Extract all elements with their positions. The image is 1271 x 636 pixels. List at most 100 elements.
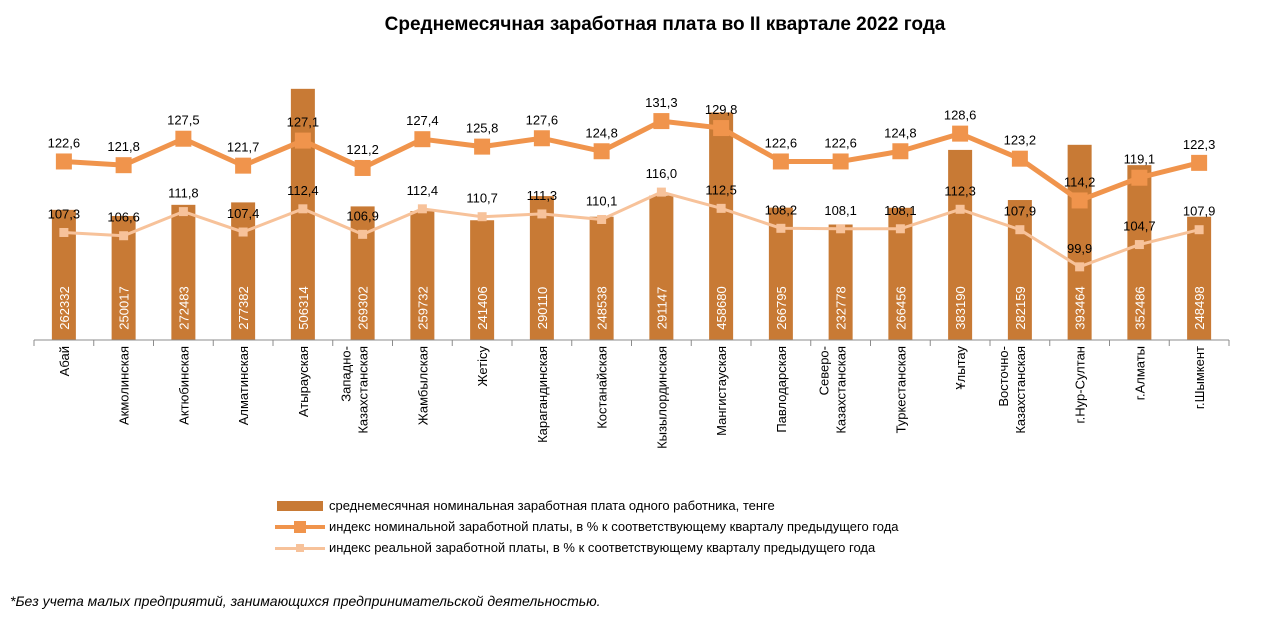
bar-mark: [231, 202, 256, 340]
real-index-point: [59, 227, 69, 237]
nominal-index-point: [593, 143, 610, 160]
bar-mark: [1067, 144, 1092, 340]
nominal-index-point: [1071, 192, 1088, 209]
real-index-label: 111,8: [168, 186, 199, 201]
bar-value-label: 282159: [1013, 286, 1028, 329]
category-label: Мангистауская: [714, 346, 729, 436]
nominal-index-point: [653, 113, 670, 130]
legend-item-bar: среднемесячная номинальная заработная пл…: [275, 495, 899, 516]
real-index-point: [1194, 225, 1204, 235]
bar-value-label: 458680: [714, 286, 729, 329]
real-index-label: 107,3: [48, 206, 81, 221]
category-label: Восточно-: [996, 346, 1011, 407]
nominal-index-point: [294, 132, 311, 149]
real-index-label: 106,9: [346, 208, 379, 223]
nominal-index-point: [892, 143, 909, 160]
legend-real-swatch: [275, 541, 325, 555]
real-index-point: [238, 227, 248, 237]
nominal-index-label: 122,3: [1183, 137, 1216, 152]
category-label: Западно-: [339, 346, 354, 402]
real-index-point: [358, 229, 368, 239]
real-index-label: 99,9: [1067, 241, 1092, 256]
nominal-index-point: [175, 130, 192, 147]
real-index-label: 108,2: [765, 202, 798, 217]
category-label: г.Шымкент: [1192, 346, 1207, 409]
nominal-index-label: 119,1: [1124, 152, 1156, 167]
real-index-point: [716, 203, 726, 213]
nominal-index-point: [235, 157, 252, 174]
real-index-point: [597, 214, 607, 224]
bar-mark: [350, 206, 375, 340]
real-index-point: [955, 204, 965, 214]
bar-mark: [828, 224, 853, 340]
nominal-index-point: [354, 159, 371, 176]
bar-value-label: 383190: [953, 286, 968, 329]
category-label: Туркестанская: [893, 346, 908, 433]
category-label: г.Алматы: [1132, 346, 1147, 400]
real-index-point: [537, 209, 547, 219]
nominal-index-point: [832, 153, 849, 170]
bar-value-label: 506314: [296, 286, 311, 329]
real-index-label: 107,9: [1004, 204, 1037, 219]
category-label: Казахстанская: [834, 346, 849, 434]
bar-value-label: 352486: [1132, 286, 1147, 329]
real-index-label: 104,7: [1123, 219, 1156, 234]
nominal-index-point: [1011, 150, 1028, 167]
bar-value-label: 262332: [57, 286, 72, 329]
real-index-label: 112,5: [705, 182, 737, 197]
footnote: *Без учета малых предприятий, занимающих…: [10, 593, 601, 609]
category-label: Казахстанская: [1013, 346, 1028, 434]
category-label: Атырауская: [296, 346, 311, 417]
bar-value-label: 269302: [356, 286, 371, 329]
bar-mark: [1007, 200, 1032, 340]
bar-mark: [1187, 216, 1212, 340]
bar-value-label: 248538: [595, 286, 610, 329]
bar-mark: [649, 195, 674, 340]
bar-value-label: 248498: [1192, 286, 1207, 329]
nominal-index-label: 127,4: [406, 113, 439, 128]
nominal-index-label: 127,6: [526, 112, 559, 127]
real-index-label: 110,7: [466, 191, 498, 206]
category-label: Алматинская: [236, 346, 251, 425]
real-index-label: 112,4: [287, 183, 319, 198]
real-index-label: 111,3: [527, 188, 558, 203]
bar-mark: [410, 211, 435, 340]
real-index-label: 108,1: [824, 203, 857, 218]
bar-mark: [948, 149, 973, 340]
nominal-index-label: 122,6: [48, 135, 81, 150]
real-index-point: [776, 223, 786, 233]
bar-mark: [470, 220, 495, 340]
real-index-point: [656, 187, 666, 197]
legend-real-label: индекс реальной заработной платы, в % к …: [329, 540, 876, 555]
nominal-index-point: [474, 138, 491, 155]
category-label: Карагандинская: [535, 346, 550, 443]
real-index-label: 116,0: [646, 166, 678, 181]
nominal-index-label: 129,8: [705, 102, 738, 117]
nominal-index-point: [533, 130, 550, 147]
real-index-label: 107,4: [227, 206, 260, 221]
nominal-index-point: [55, 153, 72, 170]
bar-mark: [709, 112, 734, 341]
real-index-label: 107,9: [1183, 204, 1216, 219]
real-index-point: [119, 231, 129, 241]
real-index-point: [477, 212, 487, 222]
nominal-index-label: 124,8: [585, 125, 618, 140]
bar-value-label: 291147: [654, 287, 669, 329]
real-index-line: [63, 190, 1200, 269]
legend-bar-label: среднемесячная номинальная заработная пл…: [329, 498, 775, 513]
nominal-index-label: 121,7: [227, 140, 260, 155]
bar-value-label: 241406: [475, 286, 490, 329]
real-index-point: [417, 204, 427, 214]
nominal-index-label: 127,1: [287, 115, 320, 130]
nominal-index-label: 114,2: [1064, 174, 1096, 189]
bar-value-label: 232778: [834, 286, 849, 329]
nominal-index-point: [713, 120, 730, 137]
real-index-point: [1134, 240, 1144, 250]
bar-mark: [290, 88, 315, 340]
nominal-index-label: 131,3: [645, 95, 678, 110]
nominal-index-label: 128,6: [944, 108, 977, 123]
nominal-index-label: 124,8: [884, 125, 917, 140]
bar-value-label: 259732: [415, 286, 430, 329]
category-label: Казахстанская: [356, 346, 371, 434]
